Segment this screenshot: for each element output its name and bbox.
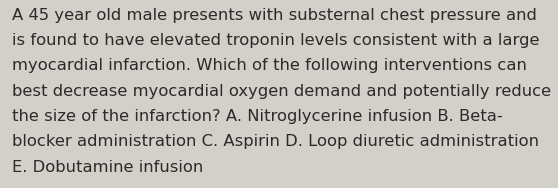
Text: the size of the infarction? A. Nitroglycerine infusion B. Beta-: the size of the infarction? A. Nitroglyc… xyxy=(12,109,503,124)
Text: is found to have elevated troponin levels consistent with a large: is found to have elevated troponin level… xyxy=(12,33,540,48)
Text: myocardial infarction. Which of the following interventions can: myocardial infarction. Which of the foll… xyxy=(12,58,527,73)
Text: E. Dobutamine infusion: E. Dobutamine infusion xyxy=(12,160,204,175)
Text: blocker administration C. Aspirin D. Loop diuretic administration: blocker administration C. Aspirin D. Loo… xyxy=(12,134,539,149)
Text: best decrease myocardial oxygen demand and potentially reduce: best decrease myocardial oxygen demand a… xyxy=(12,84,551,99)
Text: A 45 year old male presents with substernal chest pressure and: A 45 year old male presents with subster… xyxy=(12,8,537,23)
